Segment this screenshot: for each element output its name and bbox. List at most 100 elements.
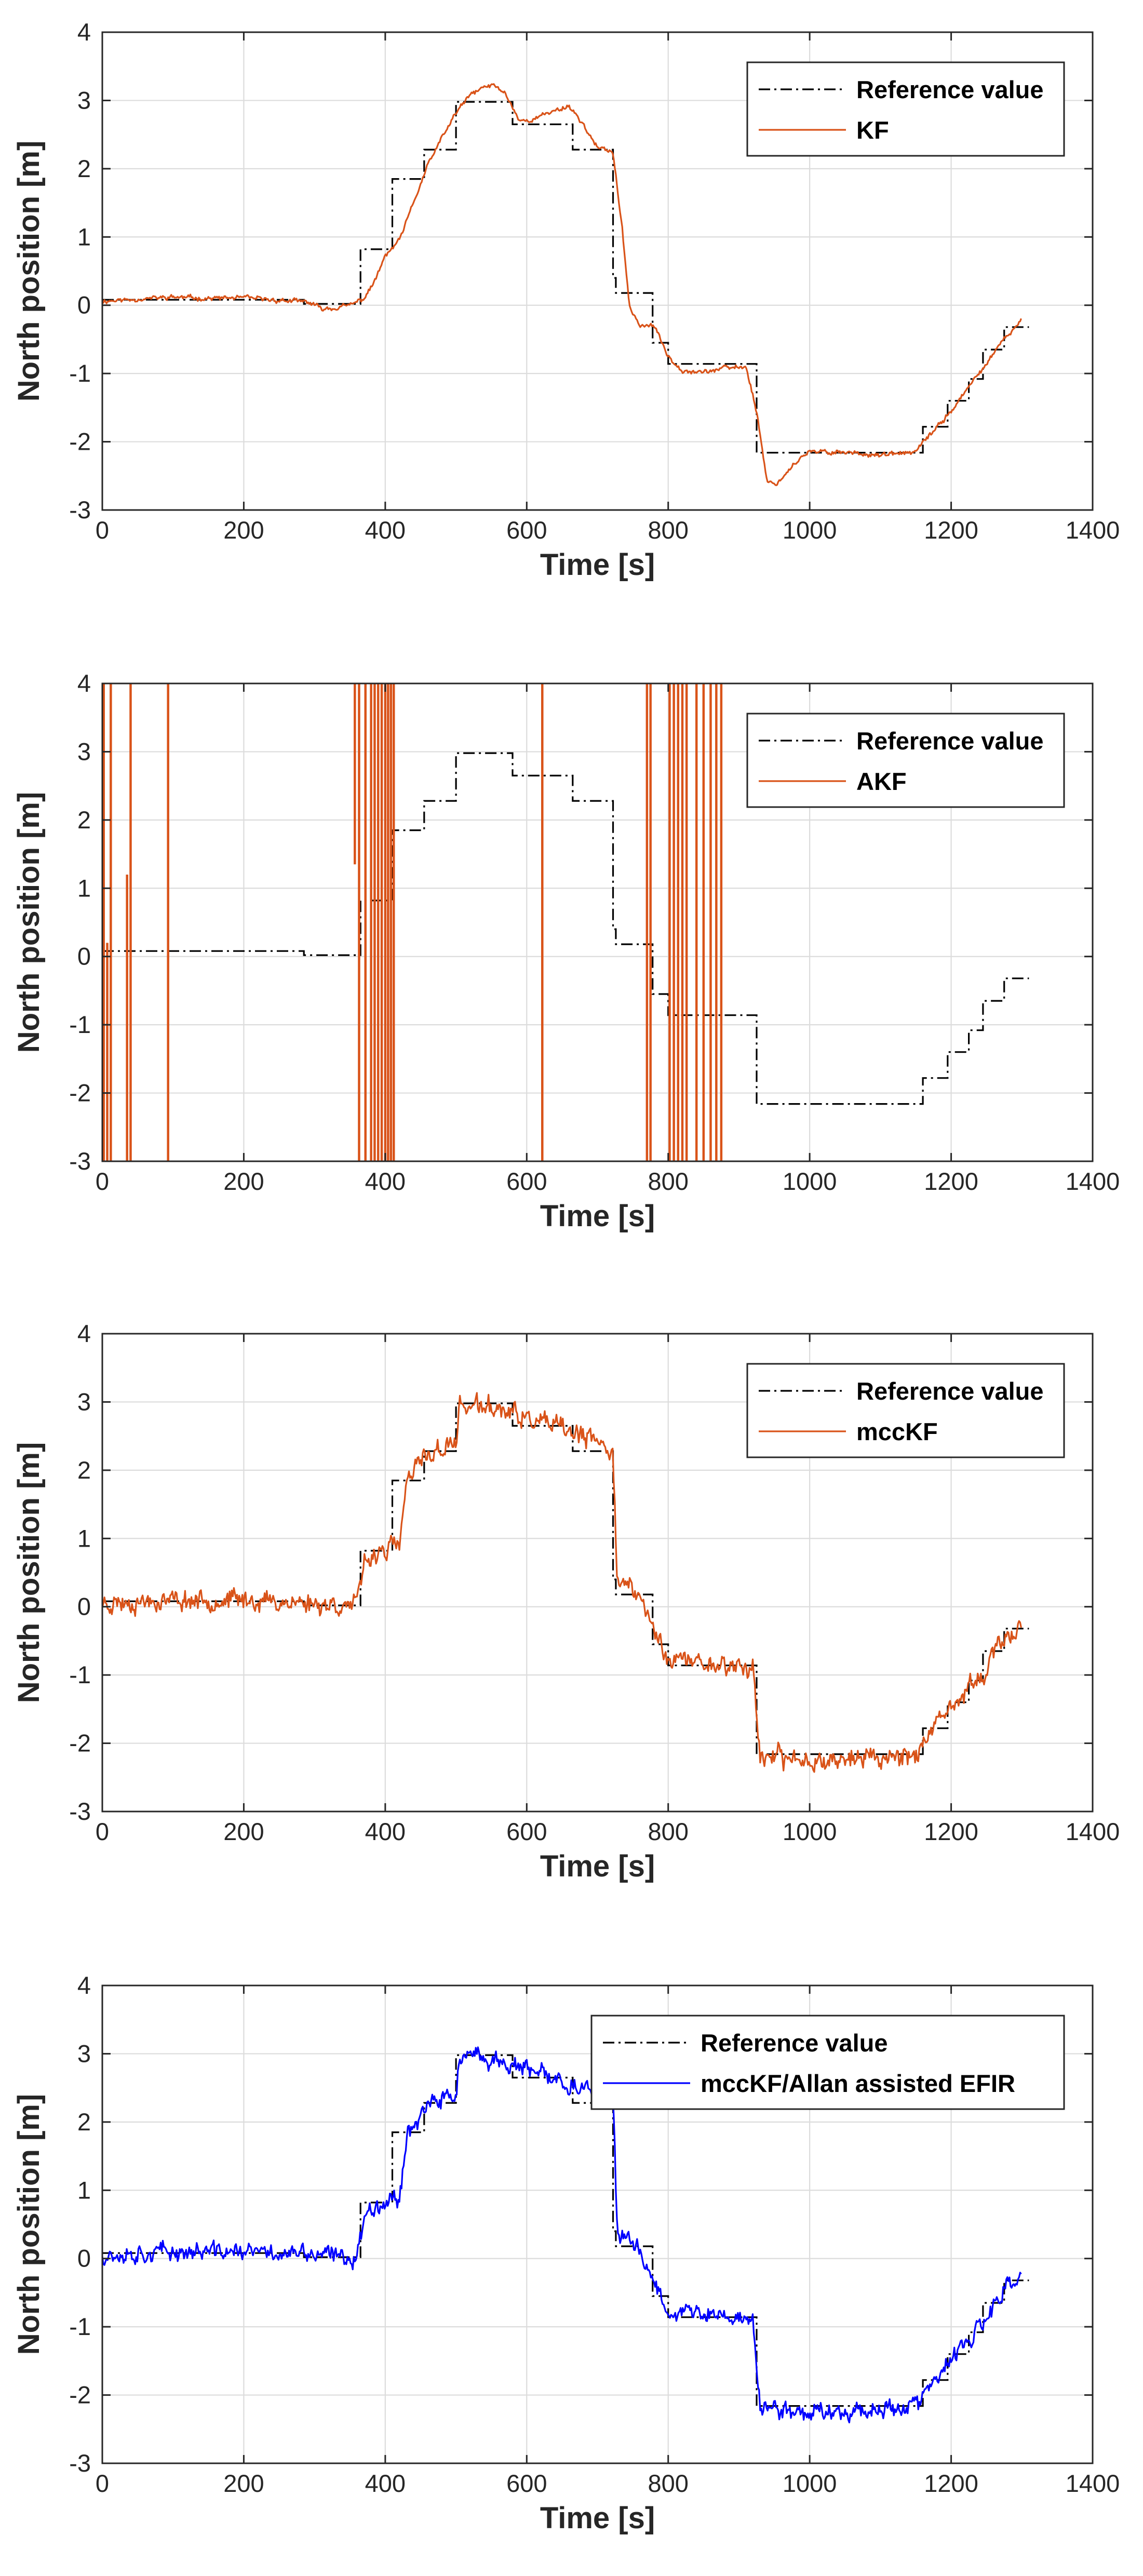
x-axis-title: Time [s]	[540, 1199, 655, 1233]
y-tick-label: 2	[77, 806, 91, 834]
series-reference-value-line	[102, 752, 1029, 1105]
y-tick-label: 1	[77, 874, 91, 902]
legend-label: AKF	[856, 768, 907, 795]
x-tick-label: 200	[223, 516, 264, 544]
legend-box	[746, 1363, 1065, 1458]
x-tick-label: 200	[223, 2470, 264, 2497]
legend-label: Reference value	[856, 76, 1044, 103]
x-tick-label: 600	[506, 1818, 547, 1845]
x-tick-label: 400	[365, 2470, 406, 2497]
series-group	[102, 83, 1029, 487]
legend: Reference value KF	[746, 61, 1065, 157]
chart-panel-2: 0 200 400 600 800 1000 1200 1400 -3 -2 -1 0 1 2 3 4 Time…	[12, 669, 1120, 1233]
y-tick-label: 0	[77, 2245, 91, 2272]
legend-label: Reference value	[856, 1377, 1044, 1405]
x-tick-label: 1200	[924, 1168, 978, 1195]
x-tick-label: 200	[223, 1168, 264, 1195]
series-reference-value-line	[102, 2054, 1029, 2407]
y-tick-label: 4	[77, 1320, 91, 1347]
x-tick-label: 1000	[783, 1818, 837, 1845]
x-tick-label: 1400	[1066, 1168, 1120, 1195]
y-tick-label: 2	[77, 155, 91, 182]
x-tick-label: 1200	[924, 1818, 978, 1845]
axis-box	[101, 1333, 1094, 1813]
legend-label: mccKF	[856, 1418, 938, 1445]
x-tick-label: 400	[365, 1168, 406, 1195]
y-tick-label: -1	[69, 1011, 91, 1038]
x-axis-title: Time [s]	[540, 1849, 655, 1883]
legend: Reference value AKF	[746, 713, 1065, 808]
y-tick-label: 4	[77, 669, 91, 697]
x-tick-label: 1200	[924, 516, 978, 544]
y-tick-label: -3	[69, 1147, 91, 1175]
x-tick-label: 800	[648, 1168, 689, 1195]
chart-panel-3: 0 200 400 600 800 1000 1200 1400 -3 -2 -1 0 1 2 3 4 Time…	[12, 1320, 1120, 1883]
series-mcckf-allan-assisted-efir-line	[102, 2046, 1022, 2424]
series-mcckf-line	[102, 1392, 1022, 1773]
series-reference-value-line	[102, 101, 1029, 454]
y-tick-label: 3	[77, 1388, 91, 1415]
y-axis-title: North position [m]	[12, 2094, 46, 2355]
y-tick-label: -2	[69, 428, 91, 455]
y-tick-label: -3	[69, 2449, 91, 2477]
x-tick-label: 0	[96, 2470, 109, 2497]
y-axis-title: North position [m]	[12, 792, 46, 1053]
y-axis-title: North position [m]	[12, 141, 46, 402]
y-tick-label: -3	[69, 1797, 91, 1825]
x-axis-title: Time [s]	[540, 548, 655, 582]
y-tick-label: 1	[77, 1524, 91, 1552]
x-tick-label: 0	[96, 1168, 109, 1195]
axis-box	[101, 682, 1094, 1162]
y-tick-label: 2	[77, 1456, 91, 1484]
x-tick-label: 600	[506, 2470, 547, 2497]
y-tick-label: 4	[77, 1971, 91, 1999]
x-tick-label: 1400	[1066, 516, 1120, 544]
x-tick-label: 200	[223, 1818, 264, 1845]
x-tick-label: 1400	[1066, 2470, 1120, 2497]
legend-label: Reference value	[856, 727, 1044, 755]
y-tick-label: -2	[69, 1729, 91, 1757]
x-tick-label: 800	[648, 1818, 689, 1845]
legend-label: mccKF/Allan assisted EFIR	[701, 2070, 1015, 2097]
y-tick-label: -2	[69, 2381, 91, 2409]
x-tick-label: 400	[365, 1818, 406, 1845]
x-tick-label: 1400	[1066, 1818, 1120, 1845]
series-group	[102, 1392, 1029, 1773]
y-tick-label: 3	[77, 86, 91, 114]
x-tick-label: 800	[648, 516, 689, 544]
y-tick-label: 4	[77, 18, 91, 46]
y-tick-label: 0	[77, 943, 91, 970]
legend: Reference value mccKF	[746, 1363, 1065, 1458]
legend-box	[746, 713, 1065, 808]
x-tick-label: 0	[96, 516, 109, 544]
y-tick-label: 0	[77, 1593, 91, 1620]
x-tick-label: 1000	[783, 516, 837, 544]
y-tick-label: -2	[69, 1079, 91, 1107]
axis-box	[101, 1984, 1094, 2464]
y-tick-label: 3	[77, 737, 91, 765]
y-tick-label: -1	[69, 2313, 91, 2340]
x-tick-label: 1200	[924, 2470, 978, 2497]
y-tick-label: -1	[69, 359, 91, 387]
x-tick-label: 1000	[783, 2470, 837, 2497]
series-group	[102, 2046, 1029, 2424]
series-group	[102, 683, 1029, 1161]
chart-panel-1: 0 200 400 600 800 1000 1200 1400 -3 -2 -1 0 1 2 3 4 Time…	[12, 18, 1120, 582]
y-axis-title: North position [m]	[12, 1442, 46, 1703]
axis-box	[101, 31, 1094, 511]
chart-panel-4: 0 200 400 600 800 1000 1200 1400 -3 -2 -1 0 1 2 3 4 Time…	[12, 1971, 1120, 2535]
y-tick-label: -3	[69, 496, 91, 524]
x-tick-label: 800	[648, 2470, 689, 2497]
y-tick-label: 1	[77, 223, 91, 250]
y-tick-label: 0	[77, 291, 91, 319]
legend-label: Reference value	[701, 2029, 888, 2057]
series-reference-value-line	[102, 1402, 1029, 1755]
x-tick-label: 600	[506, 516, 547, 544]
x-tick-label: 400	[365, 516, 406, 544]
y-tick-label: 3	[77, 2040, 91, 2067]
legend: Reference value mccKF/Allan assisted EFIR	[590, 2015, 1065, 2110]
x-tick-label: 600	[506, 1168, 547, 1195]
y-tick-label: 2	[77, 2108, 91, 2136]
